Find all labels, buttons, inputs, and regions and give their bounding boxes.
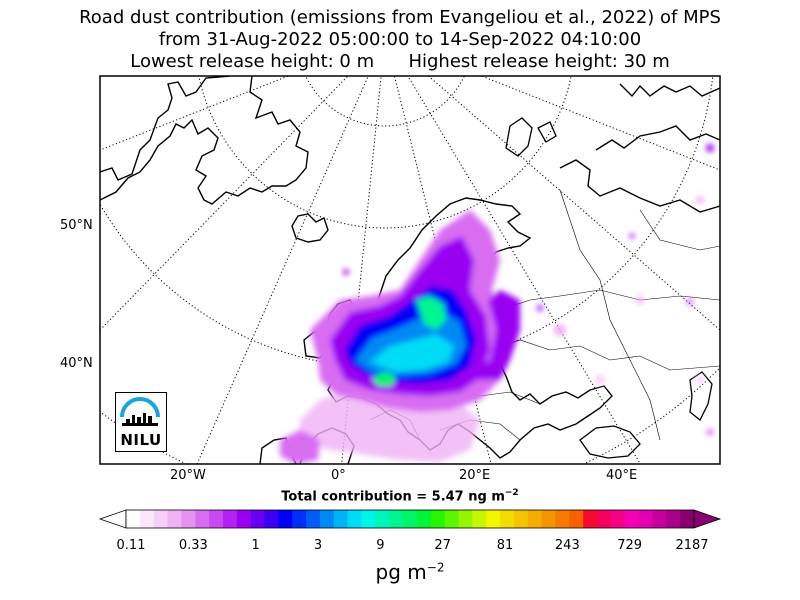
colorbar-unit: pg m−2	[0, 560, 800, 584]
lon-label-20w: 20°W	[170, 468, 206, 483]
colorbar-tick-label: 0.33	[178, 538, 208, 553]
colorbar-segment	[139, 510, 155, 528]
nilu-logo-text: NILU	[120, 431, 162, 449]
colorbar-segment	[181, 510, 196, 528]
colorbar-max-extend	[693, 509, 722, 529]
colorbar-segment	[292, 510, 307, 528]
colorbar-segment	[583, 510, 598, 528]
colorbar-min-extend	[98, 509, 127, 529]
colorbar-segment	[610, 510, 626, 528]
black-sea-coastline	[579, 371, 713, 459]
colorbar-segment	[236, 510, 252, 528]
greenland-coastline	[100, 76, 309, 205]
colorbar-segment	[416, 510, 432, 528]
colorbar-segment	[195, 510, 210, 528]
nilu-logo-graphic	[120, 397, 160, 426]
colorbar-segment	[278, 510, 293, 528]
lon-label-20e: 20°E	[459, 468, 491, 483]
colorbar-tick-label: 3	[313, 538, 323, 553]
colorbar-tick-label: 9	[376, 538, 385, 553]
colorbar-segment	[458, 510, 473, 528]
colorbar-segment	[347, 510, 363, 528]
colorbar-tick-label: 1	[251, 538, 260, 553]
total-contribution-exponent: −2	[504, 488, 519, 498]
lon-label-40e: 40°E	[606, 468, 638, 483]
iceland-coastline	[291, 213, 329, 243]
colorbar-segment	[638, 510, 653, 528]
colorbar-segment	[403, 510, 418, 528]
svalbard-coastline	[505, 117, 557, 157]
colorbar-tick-label: 729	[617, 538, 643, 553]
colorbar-segment	[527, 510, 543, 528]
concentration-field	[280, 144, 714, 464]
colorbar-segment	[624, 510, 640, 528]
russian-arctic-coastline	[559, 83, 720, 213]
colorbar-segment	[666, 510, 681, 528]
colorbar-segment	[444, 510, 459, 528]
colorbar-segment	[375, 510, 390, 528]
colorbar-segment	[167, 510, 182, 528]
colorbar-tick-label: 27	[434, 538, 451, 553]
colorbar-tick-label: 243	[554, 538, 580, 553]
colorbar-segment	[264, 510, 279, 528]
colorbar-segment	[513, 510, 529, 528]
colorbar-segment	[555, 510, 570, 528]
colorbar-segment	[500, 510, 515, 528]
colorbar-segment	[541, 510, 556, 528]
colorbar-segment	[597, 510, 612, 528]
colorbar-segment	[430, 510, 446, 528]
colorbar-segment	[569, 510, 584, 528]
colorbar-segment	[389, 510, 404, 528]
lat-label-50n: 50°N	[60, 218, 93, 233]
colorbar-segment	[250, 510, 266, 528]
colorbar-segment	[680, 510, 695, 528]
colorbar-segment	[209, 510, 224, 528]
colorbar-segment	[153, 510, 169, 528]
colorbar-segment	[652, 510, 667, 528]
total-contribution: Total contribution = 5.47 ng m−2	[0, 488, 800, 504]
map-title-line-2: from 31-Aug-2022 05:00:00 to 14-Sep-2022…	[158, 29, 642, 50]
lat-label-40n: 40°N	[60, 356, 93, 371]
colorbar-tick-label: 0.11	[116, 538, 146, 553]
colorbar-frame	[125, 509, 695, 529]
map-frame	[99, 75, 721, 465]
colorbar-segment	[333, 510, 349, 528]
colorbar-segment	[486, 510, 501, 528]
colorbar-segment	[361, 510, 376, 528]
colorbar-unit-base: pg m	[375, 560, 427, 584]
colorbar-segment	[306, 510, 321, 528]
colorbar-segment	[222, 510, 238, 528]
colorbar	[98, 509, 722, 529]
map-title-line-1: Road dust contribution (emissions from E…	[79, 7, 721, 28]
colorbar-tick-label: 81	[496, 538, 514, 553]
colorbar-segment	[319, 510, 335, 528]
colorbar-tick-label: 2187	[675, 538, 709, 553]
nilu-logo: NILU	[115, 392, 167, 452]
lon-label-0: 0°	[331, 468, 346, 483]
colorbar-unit-exponent: −2	[426, 560, 445, 575]
colorbar-segment	[126, 510, 141, 528]
map-title-line-3: Lowest release height: 0 m Highest relea…	[130, 51, 670, 72]
colorbar-segment	[472, 510, 487, 528]
total-contribution-text: Total contribution = 5.47 ng m	[281, 489, 505, 505]
